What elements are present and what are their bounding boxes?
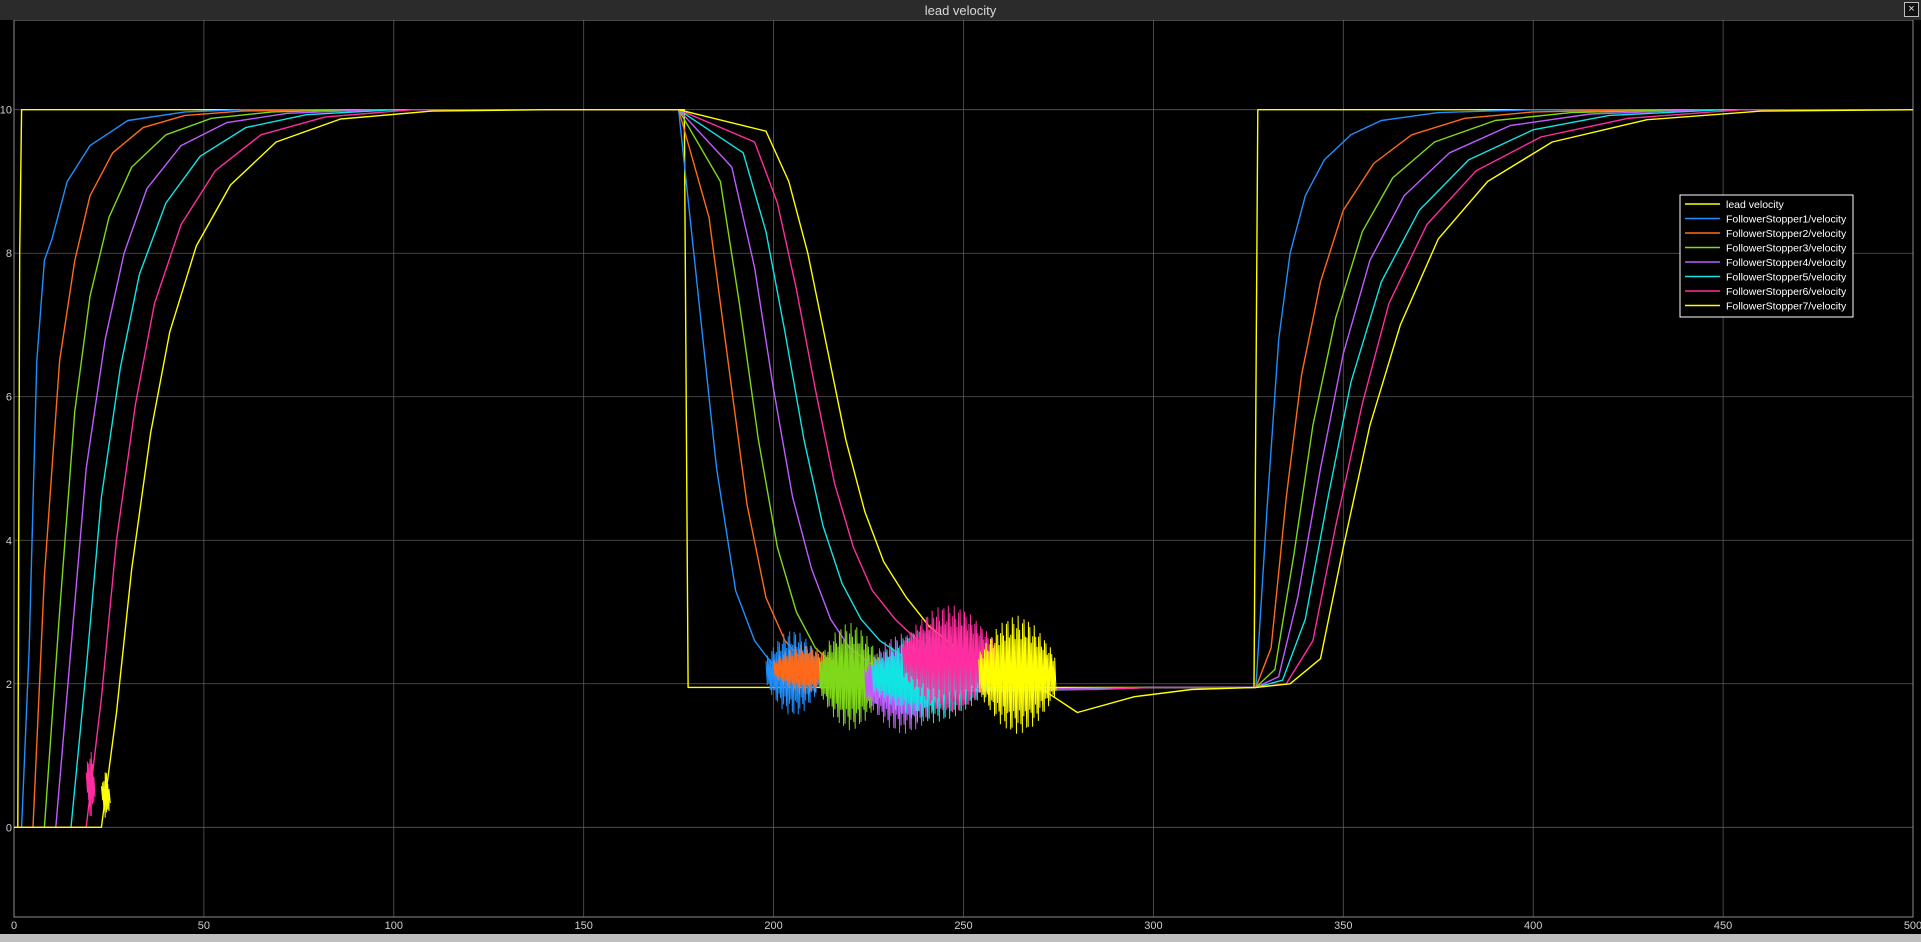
x-tick-label: 400 bbox=[1524, 920, 1542, 932]
x-tick-label: 100 bbox=[385, 920, 403, 932]
oscillation-burst bbox=[85, 751, 96, 817]
oscillation-burst bbox=[978, 615, 1057, 734]
x-tick-label: 350 bbox=[1334, 920, 1352, 932]
series-line bbox=[14, 108, 1913, 828]
x-tick-label: 450 bbox=[1714, 920, 1732, 932]
legend-entry: FollowerStopper5/velocity bbox=[1726, 272, 1847, 284]
plot-background bbox=[0, 20, 1921, 934]
series-line bbox=[14, 108, 1914, 828]
x-tick-label: 150 bbox=[575, 920, 593, 932]
legend[interactable]: lead velocity FollowerStopper1/velocity Fo… bbox=[1679, 194, 1854, 318]
window-bottom-border bbox=[0, 934, 1921, 942]
title-bar: lead velocity × bbox=[0, 0, 1921, 21]
legend-entry: FollowerStopper6/velocity bbox=[1726, 286, 1847, 298]
axes: 0 50 100 150 200 250 300 350 400 450 500 0 2 4 6 8 10 bbox=[0, 20, 1921, 932]
y-tick-label: 8 bbox=[6, 248, 12, 260]
y-tick-label: 2 bbox=[6, 679, 12, 691]
oscillation-burst bbox=[902, 605, 996, 713]
y-tick-label: 10 bbox=[0, 105, 12, 117]
velocity-plot[interactable]: 0 50 100 150 200 250 300 350 400 450 500 0 2 4 6 8 10 le… bbox=[0, 20, 1921, 934]
series-line bbox=[14, 108, 1913, 828]
x-tick-label: 250 bbox=[954, 920, 972, 932]
legend-entry: FollowerStopper2/velocity bbox=[1726, 228, 1847, 240]
x-tick-label: 300 bbox=[1144, 920, 1162, 932]
series-line bbox=[14, 108, 1913, 828]
oscillation-burst bbox=[100, 772, 111, 818]
legend-entry: FollowerStopper4/velocity bbox=[1726, 257, 1847, 269]
x-tick-label: 200 bbox=[764, 920, 782, 932]
x-tick-label: 50 bbox=[198, 920, 210, 932]
close-button[interactable]: × bbox=[1904, 2, 1919, 17]
x-tick-label: 0 bbox=[11, 920, 17, 932]
legend-entry: FollowerStopper1/velocity bbox=[1726, 214, 1847, 226]
window-title: lead velocity bbox=[924, 3, 997, 18]
plot-frame bbox=[13, 20, 1914, 918]
legend-entry: FollowerStopper7/velocity bbox=[1726, 301, 1847, 313]
legend-entry: FollowerStopper3/velocity bbox=[1726, 243, 1847, 255]
y-tick-label: 0 bbox=[6, 822, 12, 834]
y-tick-label: 4 bbox=[6, 535, 12, 547]
y-tick-label: 6 bbox=[6, 392, 12, 404]
legend-box bbox=[1679, 194, 1854, 318]
x-tick-label: 500 bbox=[1904, 920, 1921, 932]
series-lines bbox=[14, 108, 1914, 828]
oscillation-burst bbox=[818, 622, 882, 731]
series-line bbox=[14, 108, 1913, 828]
legend-entry: lead velocity bbox=[1726, 199, 1785, 211]
